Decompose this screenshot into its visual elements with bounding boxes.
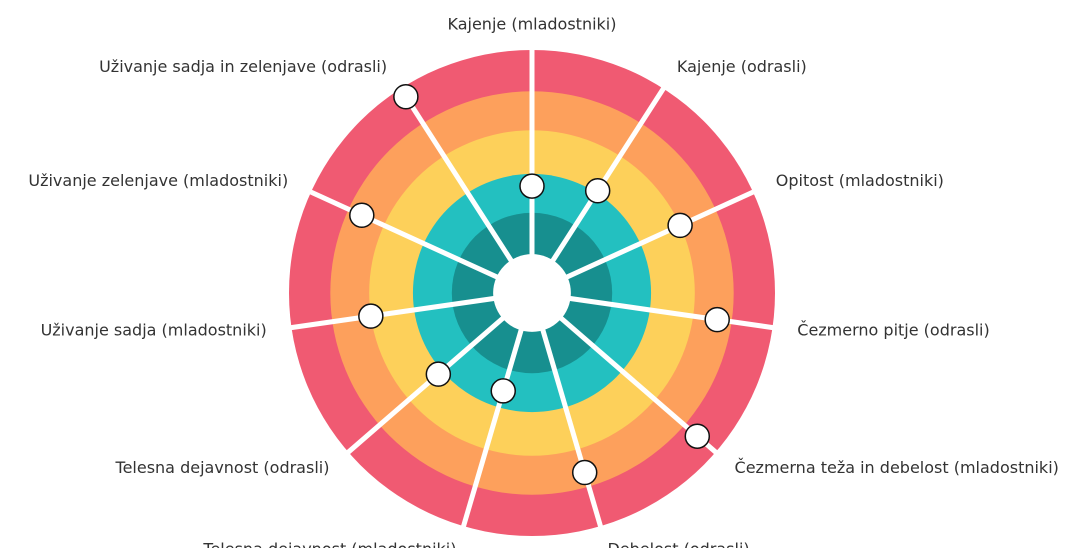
- marker: [425, 361, 452, 387]
- category-label: Uživanje sadja in zelenjave (odrasli): [99, 57, 387, 76]
- category-label: Opitost (mladostniki): [776, 171, 944, 190]
- marker: [571, 459, 598, 486]
- spoke: [289, 290, 533, 331]
- category-label: Čezmerno pitje (odrasli): [797, 321, 989, 340]
- category-label: Uživanje zelenjave (mladostniki): [28, 171, 288, 190]
- category-label: Kajenje (odrasli): [677, 57, 807, 76]
- category-label: Uživanje sadja (mladostniki): [41, 321, 267, 340]
- marker: [584, 178, 611, 204]
- marker: [704, 306, 730, 333]
- category-label: Telesna dejavnost (odrasli): [115, 458, 330, 477]
- category-label: Debelost (odrasli): [608, 540, 750, 548]
- spoke: [529, 292, 604, 529]
- marker: [519, 173, 545, 199]
- marker: [490, 378, 516, 404]
- spoke: [531, 290, 775, 331]
- spoke: [460, 292, 535, 529]
- center-hole: [493, 254, 571, 332]
- marker: [393, 84, 419, 110]
- marker: [349, 202, 375, 229]
- category-label: Kajenje (mladostniki): [448, 15, 617, 34]
- category-label: Čezmerna teža in debelost (mladostniki): [735, 458, 1059, 477]
- spoke: [530, 188, 756, 296]
- spoke: [397, 85, 535, 295]
- category-label: Telesna dejavnost (mladostniki): [202, 540, 456, 548]
- marker: [667, 212, 693, 239]
- spoke: [530, 291, 719, 456]
- marker: [358, 303, 384, 329]
- spoke: [308, 188, 534, 296]
- marker: [684, 423, 711, 449]
